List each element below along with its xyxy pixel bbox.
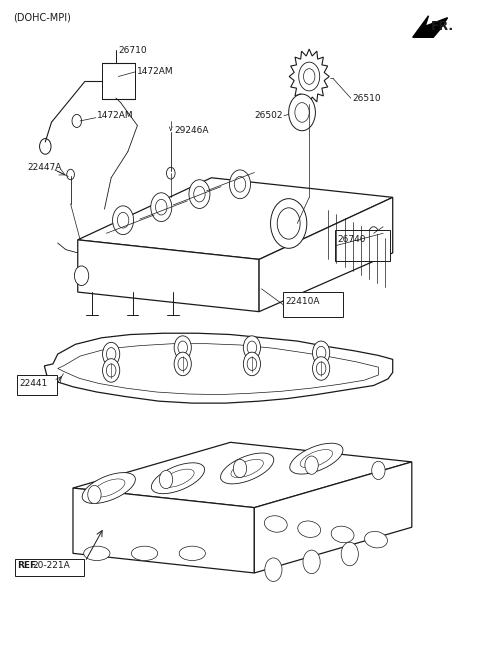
Circle shape bbox=[288, 94, 315, 131]
Text: 22447A: 22447A bbox=[28, 163, 62, 173]
Text: 1472AM: 1472AM bbox=[97, 112, 133, 120]
Circle shape bbox=[67, 169, 74, 180]
Ellipse shape bbox=[162, 469, 194, 487]
Circle shape bbox=[174, 336, 192, 359]
Circle shape bbox=[369, 227, 378, 240]
Ellipse shape bbox=[264, 516, 287, 532]
Circle shape bbox=[39, 138, 51, 154]
Circle shape bbox=[88, 485, 101, 504]
Ellipse shape bbox=[331, 526, 354, 543]
Text: REF.: REF. bbox=[17, 562, 38, 570]
Ellipse shape bbox=[179, 546, 205, 560]
Circle shape bbox=[295, 102, 309, 122]
Circle shape bbox=[247, 358, 257, 371]
Ellipse shape bbox=[231, 459, 264, 478]
Polygon shape bbox=[259, 197, 393, 312]
Circle shape bbox=[243, 336, 261, 359]
Text: 26710: 26710 bbox=[118, 46, 147, 55]
Circle shape bbox=[159, 470, 173, 489]
Ellipse shape bbox=[151, 462, 204, 494]
Circle shape bbox=[107, 364, 116, 377]
Circle shape bbox=[271, 199, 307, 249]
Ellipse shape bbox=[290, 443, 343, 474]
Circle shape bbox=[372, 461, 385, 480]
Ellipse shape bbox=[132, 546, 157, 560]
Ellipse shape bbox=[298, 521, 321, 537]
FancyBboxPatch shape bbox=[336, 230, 390, 261]
Circle shape bbox=[233, 459, 247, 478]
FancyBboxPatch shape bbox=[17, 375, 57, 395]
Text: (DOHC-MPI): (DOHC-MPI) bbox=[13, 12, 71, 23]
Circle shape bbox=[243, 352, 261, 376]
Text: 1472AM: 1472AM bbox=[137, 68, 174, 77]
Circle shape bbox=[103, 359, 120, 382]
Circle shape bbox=[247, 341, 257, 354]
Circle shape bbox=[277, 208, 300, 239]
Circle shape bbox=[103, 342, 120, 366]
Text: 20-221A: 20-221A bbox=[33, 562, 70, 570]
Circle shape bbox=[178, 358, 188, 371]
Text: 22410A: 22410A bbox=[285, 297, 320, 306]
Circle shape bbox=[265, 558, 282, 581]
Ellipse shape bbox=[82, 472, 135, 503]
Polygon shape bbox=[73, 488, 254, 573]
FancyBboxPatch shape bbox=[283, 292, 343, 317]
Circle shape bbox=[189, 180, 210, 209]
Text: 29246A: 29246A bbox=[174, 126, 209, 135]
Circle shape bbox=[316, 346, 326, 359]
Circle shape bbox=[178, 341, 188, 354]
Circle shape bbox=[72, 114, 82, 127]
Circle shape bbox=[74, 266, 89, 285]
Ellipse shape bbox=[220, 453, 274, 484]
Polygon shape bbox=[289, 49, 329, 104]
Text: 26740: 26740 bbox=[338, 236, 366, 244]
Polygon shape bbox=[78, 240, 259, 312]
Circle shape bbox=[151, 193, 172, 222]
Polygon shape bbox=[413, 16, 447, 37]
Circle shape bbox=[316, 362, 326, 375]
Polygon shape bbox=[44, 333, 393, 403]
Polygon shape bbox=[73, 442, 412, 508]
Ellipse shape bbox=[365, 531, 387, 548]
Polygon shape bbox=[102, 64, 135, 99]
Circle shape bbox=[312, 341, 330, 365]
FancyBboxPatch shape bbox=[15, 559, 84, 575]
Circle shape bbox=[303, 550, 320, 573]
Circle shape bbox=[299, 62, 320, 91]
Text: 22441: 22441 bbox=[19, 379, 48, 388]
Circle shape bbox=[305, 456, 318, 474]
Polygon shape bbox=[78, 178, 393, 259]
Ellipse shape bbox=[300, 449, 333, 468]
Ellipse shape bbox=[84, 546, 110, 560]
Circle shape bbox=[312, 357, 330, 380]
Text: FR.: FR. bbox=[431, 20, 454, 33]
Circle shape bbox=[113, 206, 133, 235]
Circle shape bbox=[107, 348, 116, 361]
Circle shape bbox=[174, 352, 192, 376]
Polygon shape bbox=[254, 462, 412, 573]
Circle shape bbox=[341, 543, 359, 565]
Circle shape bbox=[229, 170, 251, 199]
Text: 26510: 26510 bbox=[352, 94, 381, 102]
Text: 26502: 26502 bbox=[254, 112, 283, 120]
Circle shape bbox=[167, 167, 175, 179]
Ellipse shape bbox=[93, 479, 125, 497]
